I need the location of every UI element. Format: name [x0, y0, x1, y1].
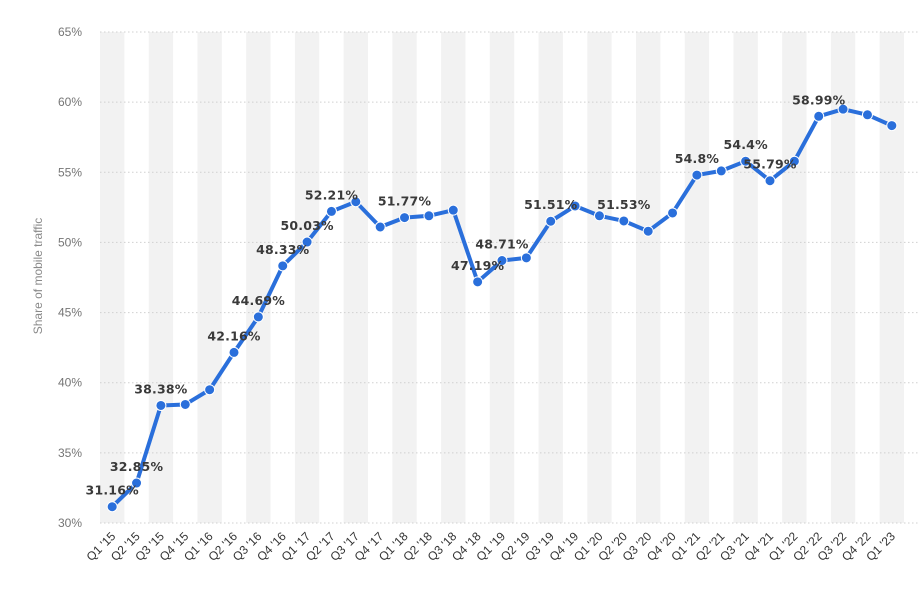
data-label: 31.16% [86, 483, 140, 498]
category-band [343, 32, 368, 523]
data-point [204, 384, 216, 396]
data-point [886, 120, 898, 132]
data-point [813, 110, 825, 122]
y-axis-label: Share of mobile traffic [31, 218, 45, 335]
category-band [587, 32, 612, 523]
data-point [301, 236, 313, 248]
category-band [294, 32, 320, 523]
data-point [399, 212, 411, 224]
data-point [691, 169, 703, 181]
data-label: 48.33% [256, 242, 310, 257]
data-point [228, 346, 240, 358]
data-point [155, 399, 167, 411]
data-label: 38.38% [134, 381, 188, 396]
data-point [715, 165, 727, 177]
data-point [325, 205, 337, 217]
data-point [423, 210, 435, 222]
y-tick-label: 55% [58, 165, 82, 179]
data-point [447, 204, 459, 216]
data-label: 47.19% [451, 258, 505, 273]
data-point [496, 255, 508, 267]
data-label: 48.71% [475, 237, 529, 252]
data-point [764, 175, 776, 187]
data-point [374, 221, 386, 233]
category-band [636, 32, 661, 523]
data-label: 42.16% [207, 328, 261, 343]
category-bands [100, 32, 904, 523]
data-point [472, 276, 484, 288]
category-band [879, 32, 904, 523]
category-band [441, 32, 466, 523]
data-point [861, 109, 873, 121]
y-tick-label: 45% [58, 306, 82, 320]
category-band [246, 32, 271, 523]
category-band [489, 32, 515, 523]
data-label: 32.85% [110, 459, 164, 474]
data-point [667, 207, 679, 219]
category-band [782, 32, 807, 523]
category-band [392, 32, 417, 523]
data-point [106, 501, 118, 513]
category-band [684, 32, 710, 523]
category-band [148, 32, 174, 523]
data-point [350, 196, 362, 208]
data-point [131, 477, 143, 489]
data-point [642, 225, 654, 237]
data-point [545, 215, 557, 227]
data-point [788, 155, 800, 167]
y-tick-label: 60% [58, 95, 82, 109]
data-point [837, 103, 849, 115]
category-band [733, 32, 758, 523]
y-tick-label: 40% [58, 376, 82, 390]
data-point [179, 398, 191, 410]
y-tick-label: 30% [58, 516, 82, 530]
data-label: 54.8% [675, 151, 720, 166]
data-point [740, 155, 752, 167]
data-points [106, 103, 898, 513]
data-point [277, 260, 289, 272]
data-label: 51.53% [597, 197, 651, 212]
data-label: 51.51% [524, 197, 578, 212]
data-point [520, 252, 532, 264]
data-label: 58.99% [792, 92, 846, 107]
y-tick-label: 50% [58, 235, 82, 249]
data-point [593, 210, 605, 222]
data-label: 55.79% [743, 157, 797, 172]
y-axis-ticks: 30% 35% 40% 45% 50% 55% 60% 65% [58, 25, 82, 530]
data-label: 54.4% [723, 137, 768, 152]
data-label: 44.69% [232, 293, 286, 308]
data-label: 52.21% [305, 187, 359, 202]
data-label: 51.77% [378, 194, 432, 209]
y-tick-label: 35% [58, 446, 82, 460]
data-point [252, 311, 264, 323]
data-labels: 31.16% 32.85% 38.38% 42.16% 44.69% 48.33% 50.0… [86, 92, 846, 497]
data-label: 50.03% [280, 218, 334, 233]
data-point [618, 215, 630, 227]
y-tick-label: 65% [58, 25, 82, 39]
category-band [538, 32, 563, 523]
data-point [569, 200, 581, 212]
gridlines [100, 31, 920, 524]
category-band [100, 32, 125, 523]
category-band [197, 32, 222, 523]
